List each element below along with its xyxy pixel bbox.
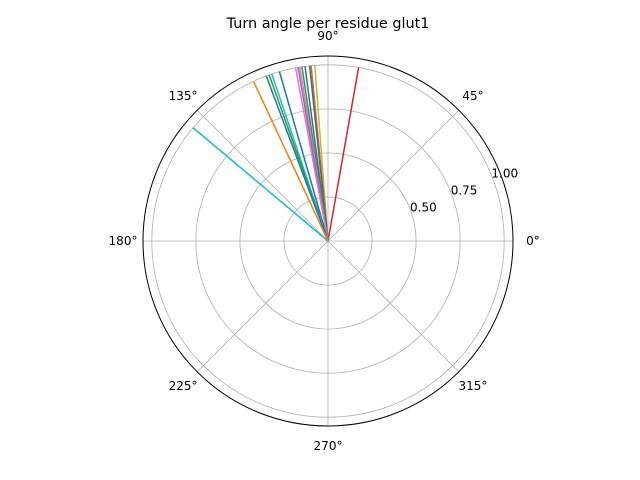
theta-tick-label: 225° <box>169 379 198 393</box>
theta-tick-label: 90° <box>317 29 338 43</box>
series-line <box>278 71 329 242</box>
theta-tick-label: 180° <box>109 234 138 248</box>
label-layer: 0° 45° 90° 135° 180° 225° 270° 315° 0.50 0.75 1.00 <box>109 29 540 453</box>
r-tick-label: 1.00 <box>491 167 518 181</box>
theta-grid-line <box>196 109 329 242</box>
theta-grid-line <box>327 240 460 373</box>
series-line <box>252 81 329 242</box>
polar-frame <box>142 55 514 427</box>
theta-tick-label: 45° <box>462 89 483 103</box>
theta-grid-line <box>327 109 460 242</box>
theta-tick-label: 270° <box>314 439 343 453</box>
series-line <box>294 67 329 242</box>
series-line <box>265 75 329 242</box>
series-line <box>327 67 360 242</box>
theta-tick-label: 0° <box>526 234 540 248</box>
series-line <box>192 127 329 242</box>
theta-tick-label: 315° <box>459 379 488 393</box>
theta-tick-label: 135° <box>169 89 198 103</box>
series-line <box>308 65 329 242</box>
r-tick-label: 0.75 <box>451 183 478 197</box>
series-layer <box>192 65 360 242</box>
theta-grid-line <box>196 240 329 373</box>
grid-layer <box>143 56 513 426</box>
chart-title: Turn angle per residue glut1 <box>226 16 430 32</box>
r-tick-label: 0.50 <box>410 200 437 214</box>
